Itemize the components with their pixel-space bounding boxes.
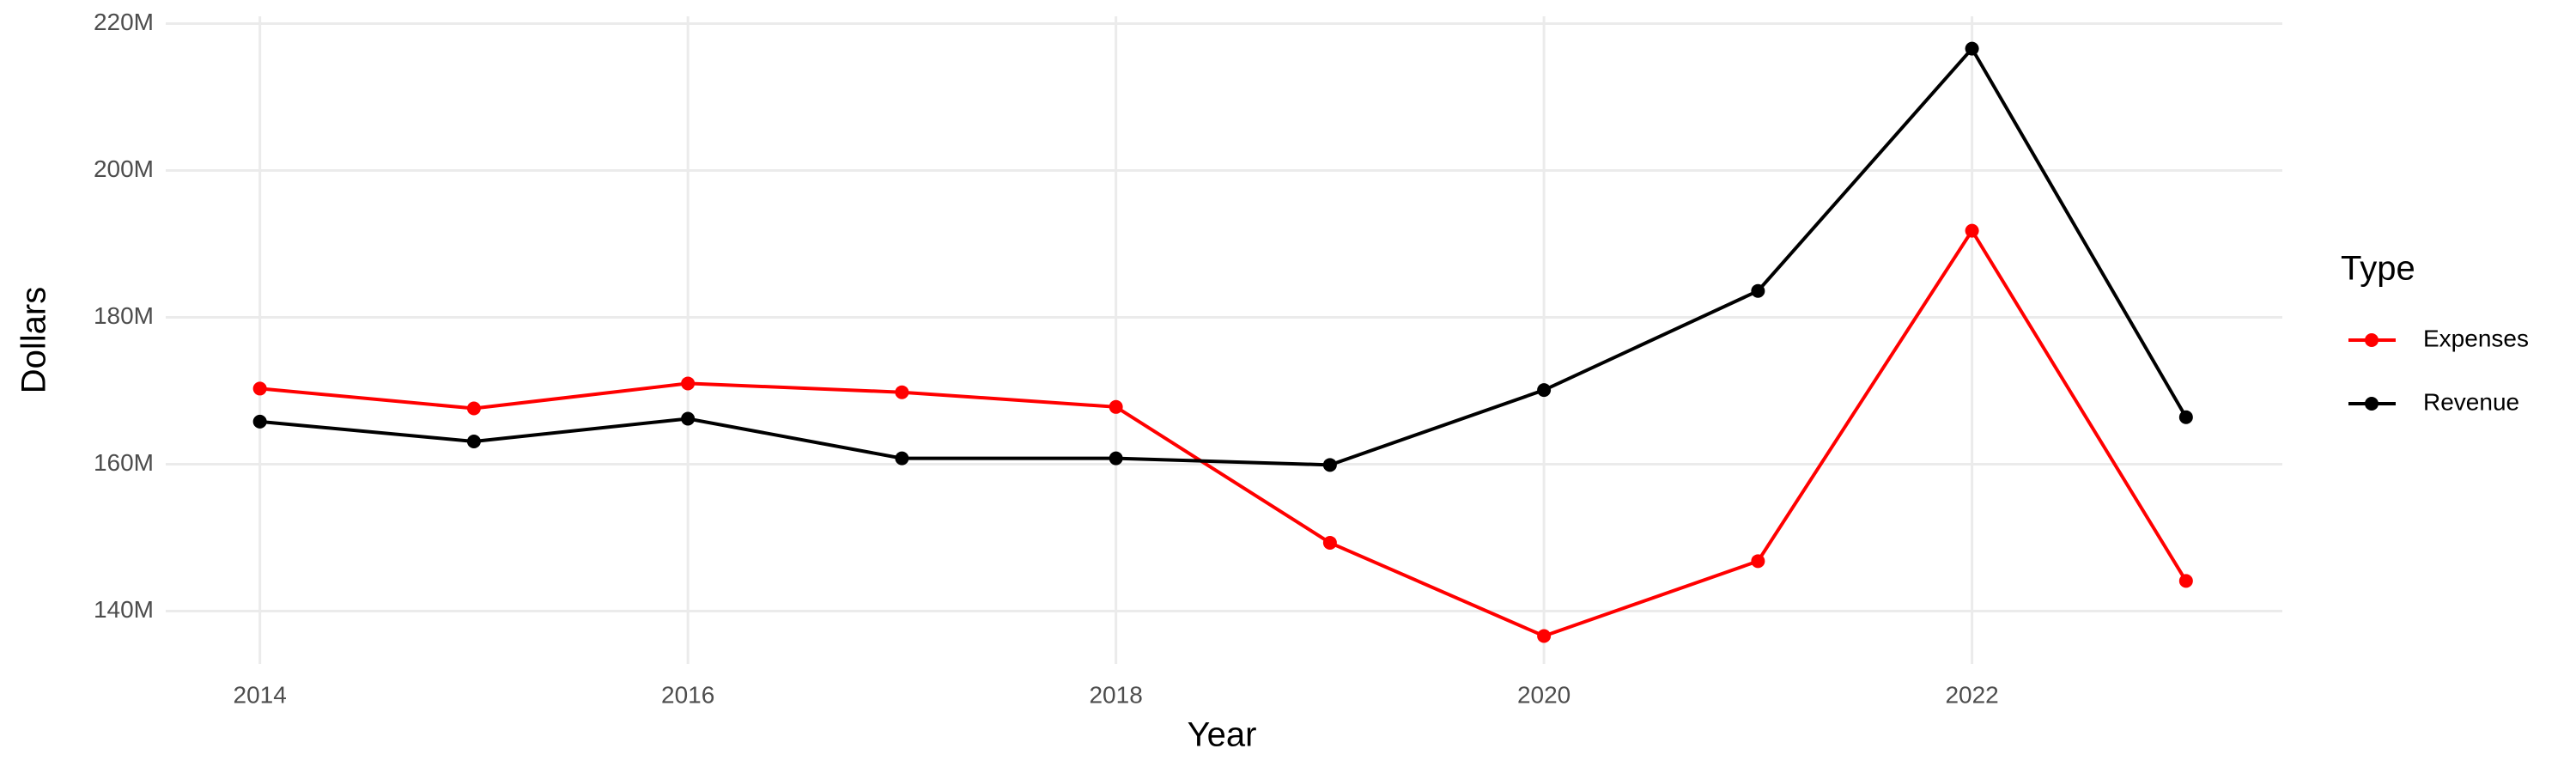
x-tick-label: 2022 xyxy=(1945,681,1998,708)
series-line xyxy=(259,46,2188,467)
data-point xyxy=(1751,283,1765,298)
data-point xyxy=(1109,451,1123,466)
y-axis-title: Dollars xyxy=(15,287,53,393)
legend-label: Expenses xyxy=(2423,325,2529,351)
y-tick-label: 140M xyxy=(94,596,154,623)
legend-title: Type xyxy=(2341,250,2415,288)
x-tick-label: 2014 xyxy=(234,681,287,708)
series-line xyxy=(259,227,2188,638)
data-point xyxy=(2178,574,2193,588)
legend-label: Revenue xyxy=(2423,388,2519,415)
data-point xyxy=(2178,410,2193,424)
legend-key-point xyxy=(2365,333,2379,347)
y-tick-label: 160M xyxy=(94,449,154,476)
y-tick-label: 180M xyxy=(94,302,154,329)
y-tick-label: 200M xyxy=(94,155,154,182)
data-point xyxy=(1965,223,1979,238)
x-tick-label: 2018 xyxy=(1089,681,1142,708)
data-point xyxy=(1537,629,1552,643)
data-point xyxy=(252,381,267,396)
data-point xyxy=(466,434,481,448)
data-point xyxy=(895,385,909,399)
data-point xyxy=(1109,399,1123,414)
x-tick-label: 2020 xyxy=(1517,681,1571,708)
data-point xyxy=(1965,41,1979,56)
data-point xyxy=(895,451,909,466)
x-axis-title: Year xyxy=(1188,716,1257,754)
data-point xyxy=(681,411,696,426)
y-tick-label: 220M xyxy=(94,9,154,35)
data-point xyxy=(681,376,696,391)
data-point xyxy=(1751,554,1765,569)
data-point xyxy=(252,414,267,429)
data-point xyxy=(1537,383,1552,398)
data-point xyxy=(1322,458,1337,472)
data-point xyxy=(466,401,481,416)
x-tick-label: 2016 xyxy=(661,681,714,708)
data-point xyxy=(1322,535,1337,550)
legend-key-point xyxy=(2365,397,2379,411)
